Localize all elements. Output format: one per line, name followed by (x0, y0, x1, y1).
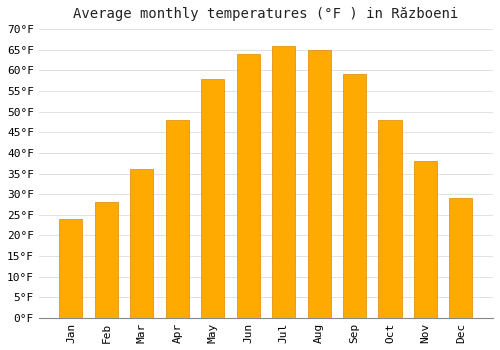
Bar (95, 202, 118, 318)
Bar (450, 198, 472, 318)
Bar (130, 169, 154, 318)
Bar (236, 54, 260, 318)
Bar (201, 79, 224, 318)
Title: Average monthly temperatures (°F ) in Războeni: Average monthly temperatures (°F ) in Ră… (74, 7, 458, 21)
Bar (343, 75, 366, 318)
Bar (378, 120, 402, 318)
Bar (60, 219, 82, 318)
Bar (414, 161, 437, 318)
Bar (308, 50, 330, 318)
Bar (272, 46, 295, 318)
Bar (166, 120, 189, 318)
